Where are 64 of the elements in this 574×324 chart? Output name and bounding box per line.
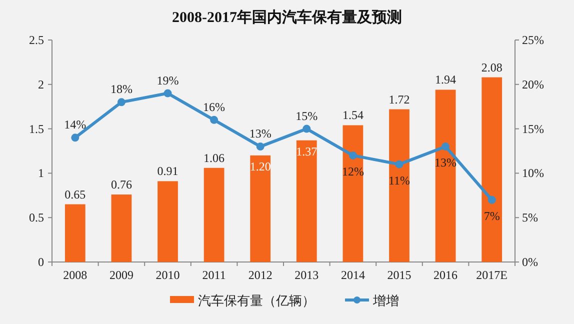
data-label: 13% bbox=[434, 156, 457, 170]
data-label: 1.72 bbox=[388, 92, 410, 106]
point bbox=[210, 116, 218, 124]
y-tick-label: 2 bbox=[38, 77, 44, 92]
y-tick-label: 1.5 bbox=[29, 122, 44, 136]
data-label: 15% bbox=[296, 108, 318, 123]
y-tick-label: 0.5 bbox=[29, 210, 44, 225]
point bbox=[164, 89, 172, 98]
x-tick-label: 2016 bbox=[434, 268, 458, 282]
x-tick-label: 2013 bbox=[294, 268, 319, 282]
data-label: 0.76 bbox=[110, 178, 132, 192]
point bbox=[488, 196, 496, 204]
data-label: 1.06 bbox=[204, 150, 225, 165]
x-tick-label: 2017E bbox=[476, 268, 508, 282]
x-tick-label: 2011 bbox=[202, 268, 226, 282]
data-label: 18% bbox=[110, 82, 132, 96]
bar bbox=[296, 140, 317, 262]
data-label: 0.65 bbox=[64, 187, 86, 202]
data-label: 11% bbox=[388, 173, 410, 188]
legend-label: 增增 bbox=[372, 294, 399, 309]
point bbox=[442, 142, 450, 151]
x-tick-label: 2010 bbox=[156, 268, 180, 282]
y2-tick-label: 20% bbox=[522, 77, 544, 92]
x-tick-label: 2014 bbox=[340, 268, 365, 282]
point bbox=[256, 142, 264, 151]
point bbox=[71, 134, 80, 142]
bar bbox=[435, 90, 456, 262]
data-label: 1.20 bbox=[250, 159, 271, 174]
data-label: 2.08 bbox=[481, 60, 502, 74]
chart-title: 2008-2017年国内汽车保有量及预测 bbox=[172, 8, 402, 26]
bar bbox=[111, 194, 132, 262]
bar bbox=[482, 77, 502, 262]
x-tick-label: 2015 bbox=[387, 268, 412, 282]
bar bbox=[64, 204, 86, 262]
point bbox=[117, 98, 126, 106]
y-tick-label: 2.5 bbox=[29, 33, 44, 47]
x-tick-label: 2012 bbox=[248, 268, 272, 282]
data-label: 14% bbox=[64, 118, 86, 132]
data-label: 1.54 bbox=[342, 108, 364, 122]
x-tick-label: 2008 bbox=[63, 268, 88, 282]
y2-tick-label: 5% bbox=[522, 210, 538, 225]
bar bbox=[204, 168, 224, 262]
point bbox=[348, 151, 357, 160]
point bbox=[395, 160, 404, 168]
data-label: 16% bbox=[203, 100, 226, 114]
y-tick-label: 1 bbox=[38, 166, 44, 180]
bar bbox=[250, 155, 271, 262]
data-label: 13% bbox=[249, 126, 272, 141]
data-label: 7% bbox=[484, 208, 500, 223]
data-label: 1.94 bbox=[435, 72, 456, 87]
y2-tick-label: 10% bbox=[522, 166, 544, 180]
point bbox=[302, 124, 311, 133]
x-tick-label: 2009 bbox=[109, 268, 134, 282]
bar bbox=[158, 181, 178, 262]
data-label: 0.91 bbox=[157, 164, 178, 178]
bar bbox=[389, 109, 410, 262]
y2-tick-label: 25% bbox=[522, 33, 544, 47]
data-label: 1.37 bbox=[296, 144, 318, 158]
legend-label: 汽车保有量（亿辆） bbox=[198, 294, 315, 309]
bar bbox=[342, 125, 364, 262]
y2-tick-label: 15% bbox=[522, 122, 544, 136]
y2-tick-label: 0% bbox=[522, 255, 538, 269]
data-label: 19% bbox=[156, 73, 179, 88]
y-tick-label: 0 bbox=[38, 255, 44, 269]
